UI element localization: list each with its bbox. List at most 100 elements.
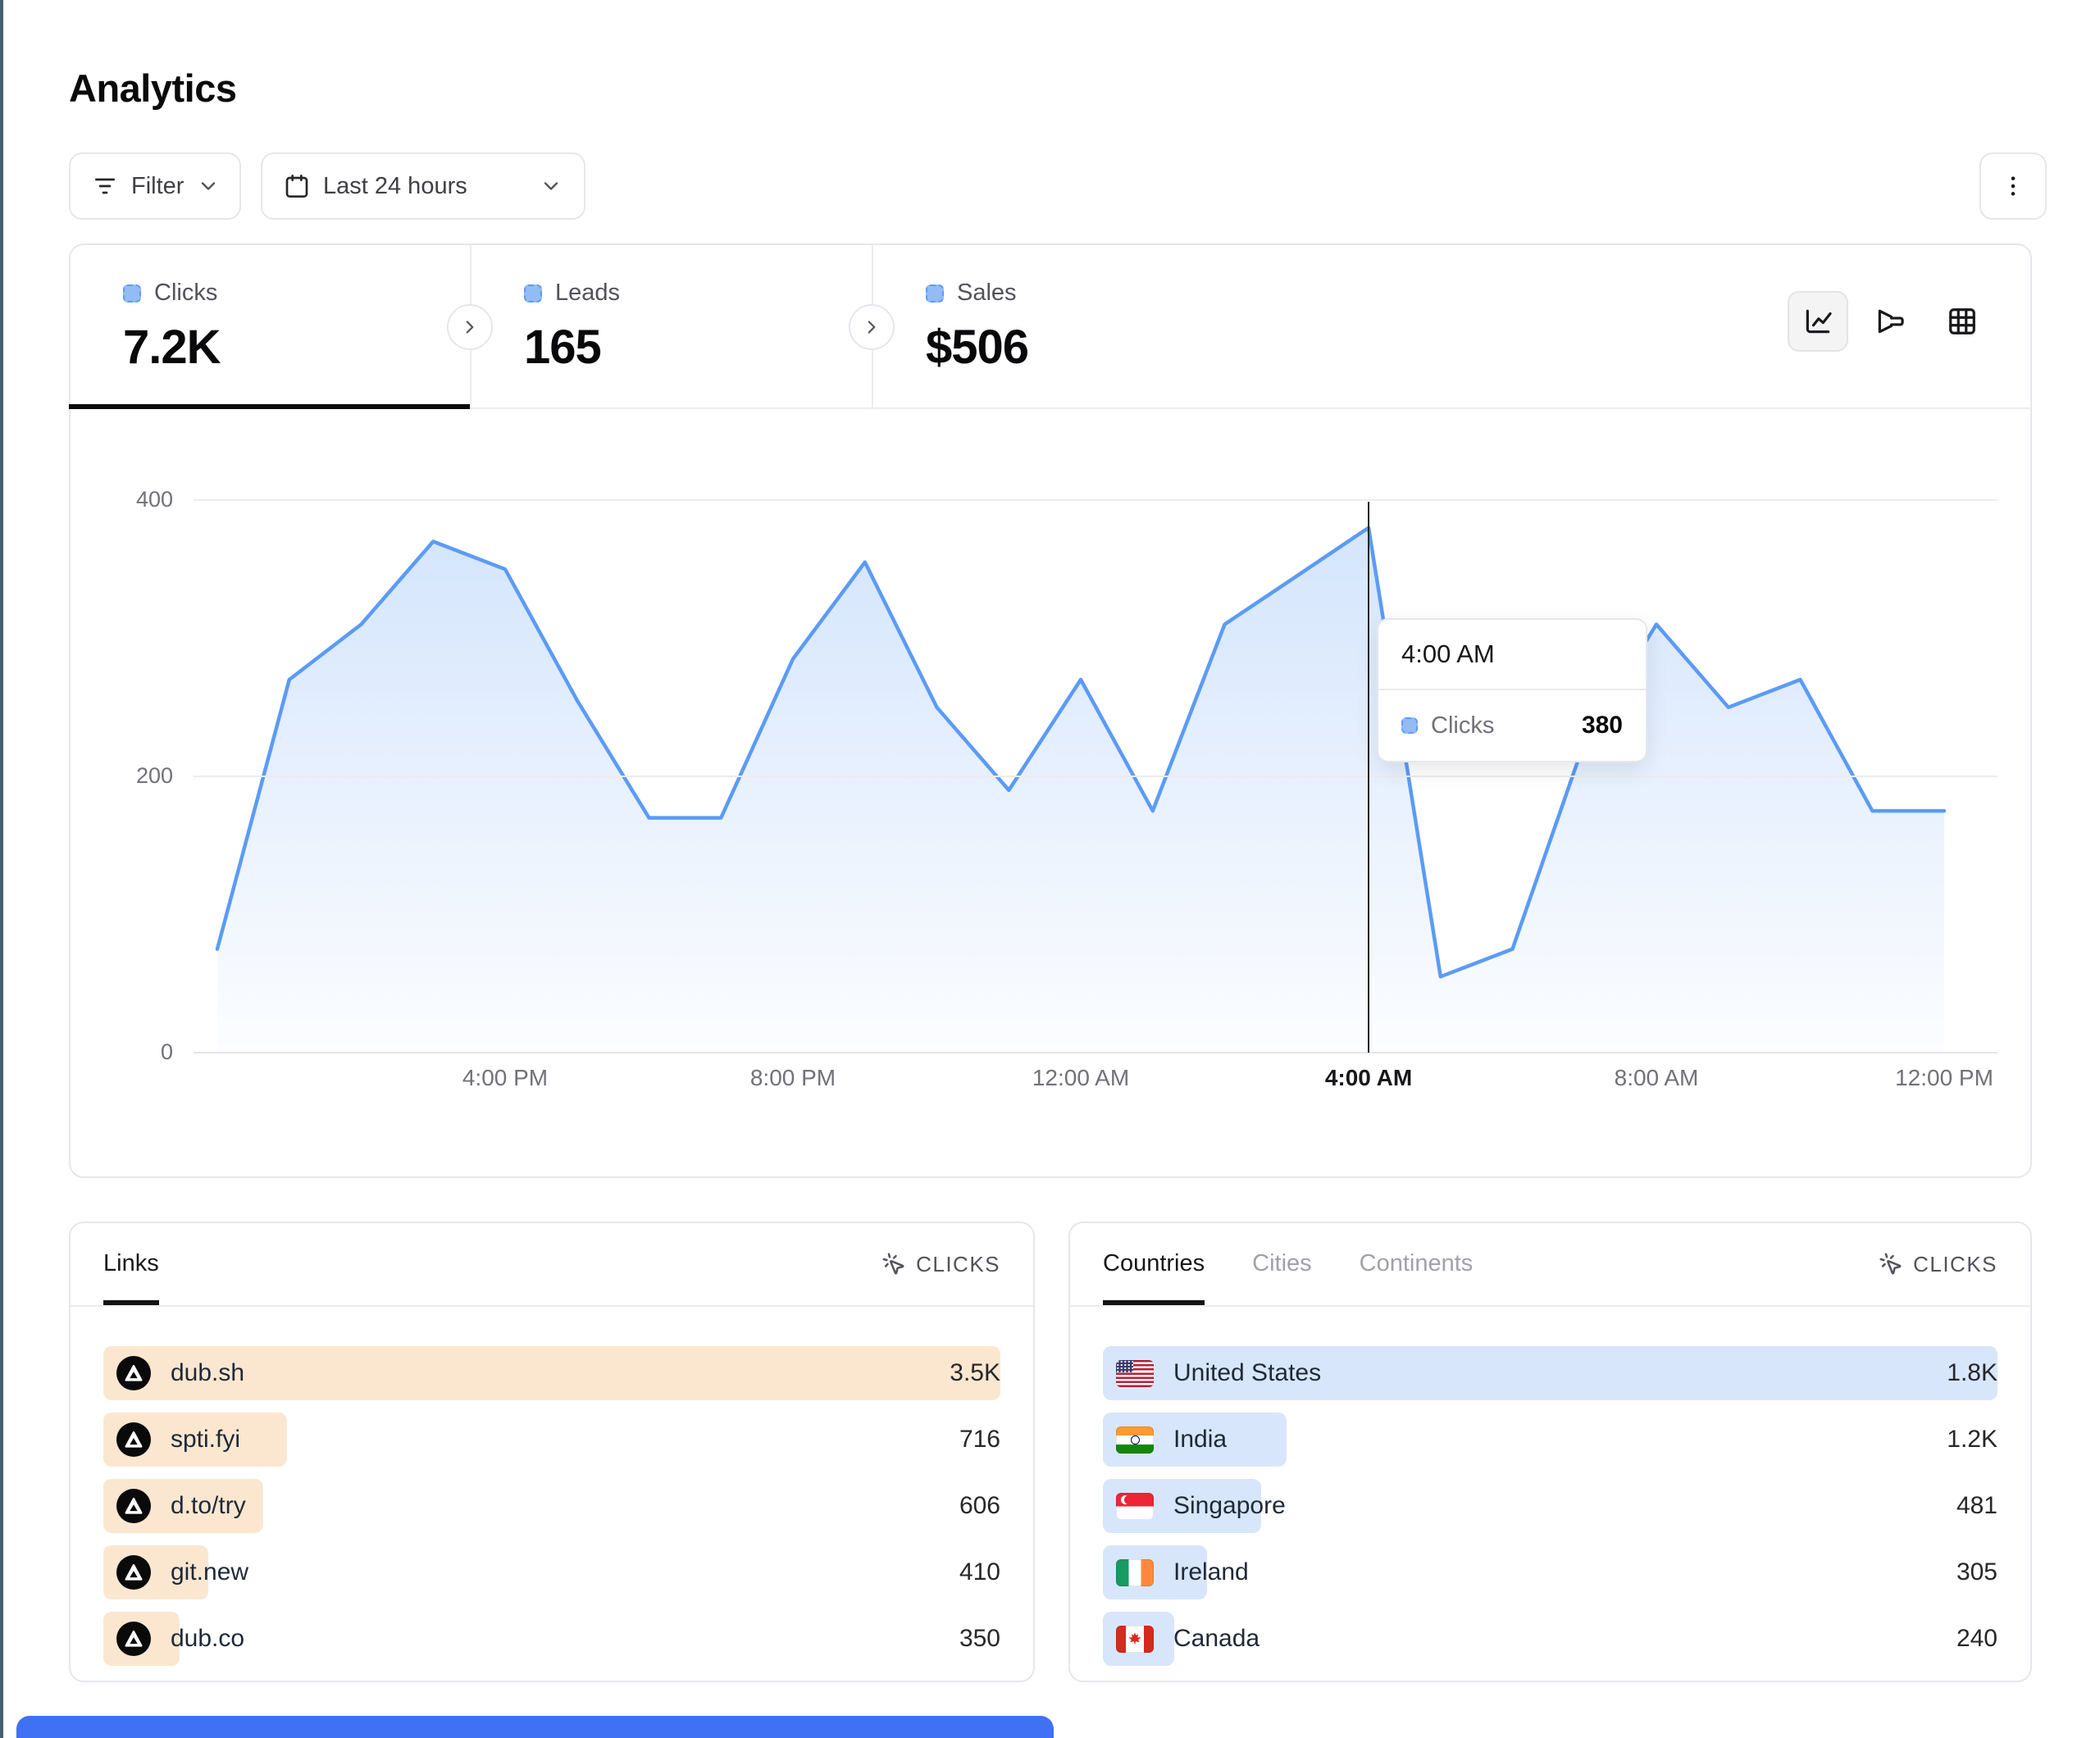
link-row-value: 410 xyxy=(959,1558,1000,1586)
gridline-y-400 xyxy=(194,499,1998,501)
chart-crosshair xyxy=(1368,502,1369,1053)
tab-countries[interactable]: Countries xyxy=(1103,1223,1205,1305)
more-menu-button[interactable] xyxy=(1979,152,2047,220)
country-row-value: 305 xyxy=(1956,1558,1998,1586)
tooltip-series-label: Clicks xyxy=(1431,712,1495,739)
country-row-content: Ireland xyxy=(1103,1545,1998,1599)
x-axis-tick-label: 8:00 AM xyxy=(1614,1065,1699,1090)
link-usage-bar xyxy=(103,1346,1000,1400)
country-row-label: Ireland xyxy=(1173,1558,1249,1586)
country-row[interactable]: Singapore 481 xyxy=(1103,1479,1998,1533)
table-view-button[interactable] xyxy=(1932,291,1993,352)
link-row-content: spti.fyi xyxy=(103,1413,1000,1467)
gridline-y-0 xyxy=(194,1052,1998,1053)
country-row-content: United States xyxy=(1103,1346,1998,1400)
clicks-legend-square xyxy=(1401,717,1418,734)
ca-flag-icon xyxy=(1116,1625,1154,1653)
cursor-click-icon xyxy=(1879,1253,1902,1275)
date-range-button[interactable]: Last 24 hours xyxy=(261,152,585,220)
link-row[interactable]: spti.fyi 716 xyxy=(103,1413,1000,1467)
link-row[interactable]: dub.co 350 xyxy=(103,1612,1000,1666)
funnel-chart-view-button[interactable] xyxy=(1860,291,1920,352)
country-row-label: Canada xyxy=(1173,1625,1260,1652)
country-row[interactable]: Canada 240 xyxy=(1103,1612,1998,1666)
clicks-area-fill xyxy=(217,527,1944,1053)
chart-view-switcher xyxy=(1788,291,1993,352)
link-row[interactable]: d.to/try 606 xyxy=(103,1479,1000,1533)
country-row-label: United States xyxy=(1173,1359,1322,1386)
date-range-label: Last 24 hours xyxy=(323,172,467,199)
expand-sales-button[interactable] xyxy=(849,304,895,350)
tab-links[interactable]: Links xyxy=(103,1223,159,1305)
stat-tabs: Clicks 7.2K Leads 165 Sales $506 xyxy=(69,245,2030,409)
stat-tab-sales[interactable]: Sales $506 xyxy=(872,245,1271,407)
links-card: Links CLICKS dub.sh 3.5K spti.fyi 716 d.to/t… xyxy=(69,1222,1035,1682)
stat-tab-label: Leads xyxy=(555,280,621,306)
country-row[interactable]: India 1.2K xyxy=(1103,1413,1998,1467)
link-row[interactable]: git.new 410 xyxy=(103,1545,1000,1599)
country-usage-bar xyxy=(1103,1346,1998,1400)
link-row-content: git.new xyxy=(103,1545,1000,1599)
tab-cities[interactable]: Cities xyxy=(1252,1249,1312,1276)
bottom-banner xyxy=(16,1716,1054,1738)
country-row-label: India xyxy=(1173,1426,1228,1453)
country-row[interactable]: United States 1.8K xyxy=(1103,1346,1998,1400)
stat-tab-label: Sales xyxy=(957,280,1017,306)
x-axis-tick-label: 12:00 AM xyxy=(1032,1065,1130,1090)
sales-legend-square xyxy=(926,284,944,303)
left-edge-strip xyxy=(0,0,3,1738)
stat-tab-clicks[interactable]: Clicks 7.2K xyxy=(69,245,470,409)
page-title: Analytics xyxy=(69,66,237,110)
country-row-value: 481 xyxy=(1956,1492,1998,1519)
tooltip-row: Clicks 380 xyxy=(1378,690,1646,761)
x-axis-tick-label: 4:00 PM xyxy=(462,1065,549,1090)
country-row[interactable]: Ireland 305 xyxy=(1103,1545,1998,1599)
dub-logo-icon xyxy=(116,1622,151,1656)
country-row-content: India xyxy=(1103,1413,1998,1467)
link-row[interactable]: dub.sh 3.5K xyxy=(103,1346,1000,1400)
x-axis-tick-label: 4:00 AM xyxy=(1324,1065,1413,1090)
gridline-y-200 xyxy=(194,776,1998,777)
stat-tab-leads[interactable]: Leads 165 xyxy=(470,245,872,407)
calendar-icon xyxy=(285,175,308,198)
filter-button-label: Filter xyxy=(131,172,184,199)
link-row-label: d.to/try xyxy=(171,1492,246,1519)
clicks-area-chart xyxy=(215,525,1947,1053)
funnel-chart-icon xyxy=(1878,309,1904,334)
country-row-value: 1.8K xyxy=(1947,1359,1998,1386)
leads-legend-square xyxy=(524,284,542,303)
dub-logo-icon xyxy=(116,1555,151,1590)
chevron-down-icon xyxy=(544,182,558,190)
dub-logo-icon xyxy=(116,1422,151,1457)
geo-card: Countries Cities Continents CLICKS Unite… xyxy=(1068,1222,2032,1682)
y-axis-tick-label: 200 xyxy=(135,763,173,788)
stat-tab-label: Clicks xyxy=(154,280,218,306)
link-row-label: spti.fyi xyxy=(171,1426,241,1453)
clicks-value: 7.2K xyxy=(123,321,221,374)
filter-button[interactable]: Filter xyxy=(69,152,241,220)
chevron-right-icon xyxy=(868,321,876,334)
geo-metric-selector[interactable]: CLICKS xyxy=(1879,1252,1998,1277)
sales-value: $506 xyxy=(926,321,1029,374)
link-row-value: 3.5K xyxy=(950,1359,1000,1386)
link-row-content: dub.sh xyxy=(103,1346,1000,1400)
sg-flag-icon xyxy=(1116,1492,1154,1520)
country-row-label: Singapore xyxy=(1173,1492,1286,1519)
clicks-chart[interactable]: 0 200 400 4:00 PM 8:00 PM 12:00 AM 4:00 AM 8:0… xyxy=(71,409,2030,1178)
expand-leads-button[interactable] xyxy=(447,304,493,350)
clicks-legend-square xyxy=(123,284,141,303)
country-row-content: Singapore xyxy=(1103,1479,1998,1533)
dub-logo-icon xyxy=(116,1489,151,1523)
chevron-right-icon xyxy=(466,321,474,334)
tooltip-time: 4:00 AM xyxy=(1401,639,1495,668)
tab-continents[interactable]: Continents xyxy=(1359,1249,1474,1276)
line-chart-view-button[interactable] xyxy=(1788,291,1848,352)
chevron-down-icon xyxy=(202,182,216,190)
x-axis-tick-label: 8:00 PM xyxy=(749,1065,836,1090)
links-card-header: Links CLICKS xyxy=(71,1223,1033,1307)
y-axis-tick-label: 0 xyxy=(160,1040,173,1064)
geo-card-header: Countries Cities Continents CLICKS xyxy=(1070,1223,2030,1307)
links-metric-selector[interactable]: CLICKS xyxy=(881,1252,1000,1277)
cursor-click-icon xyxy=(882,1253,904,1275)
ie-flag-icon xyxy=(1116,1558,1154,1586)
